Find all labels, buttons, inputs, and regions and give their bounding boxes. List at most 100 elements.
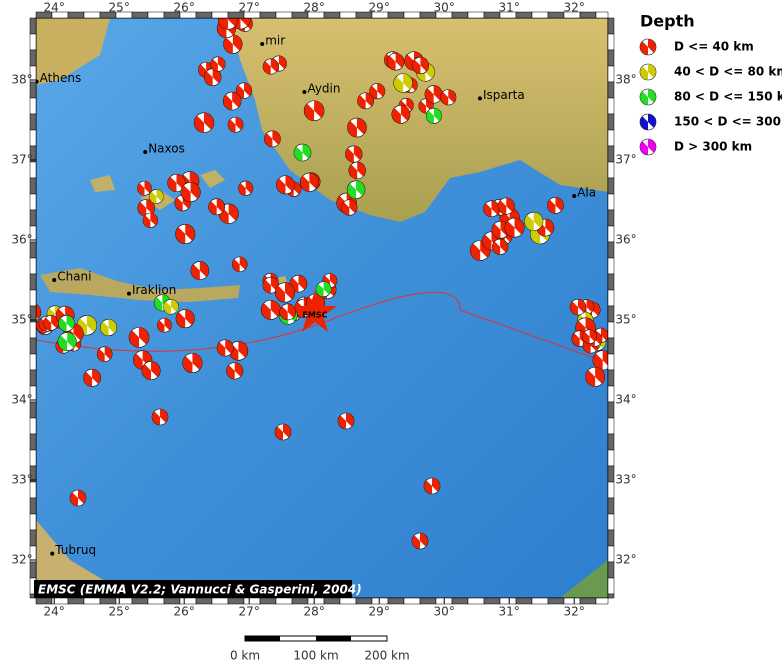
frame-segment xyxy=(607,513,615,531)
lon-label: 30° xyxy=(434,1,455,15)
ball-wedge xyxy=(70,490,86,506)
ball-wedge xyxy=(369,83,385,99)
focal-mechanism xyxy=(483,200,500,218)
frame-segment xyxy=(607,113,615,131)
ball-wedge xyxy=(640,89,656,105)
libya xyxy=(36,520,140,598)
ball-wedge xyxy=(300,173,319,192)
credit: EMSC (EMMA V2.2; Vannucci & Gasperini, 2… xyxy=(38,583,362,597)
frame-segment xyxy=(355,597,373,605)
frame-segment xyxy=(371,597,389,605)
frame-segment xyxy=(29,513,37,531)
frame-segment xyxy=(607,481,615,499)
frame-segment xyxy=(547,11,565,19)
frame-segment xyxy=(35,597,53,605)
frame-segment xyxy=(607,193,615,211)
focal-mechanism xyxy=(151,408,169,426)
map-area: EMSC Athens Naxos Chani Iraklion Tubruq Aydin… xyxy=(36,18,608,598)
lon-label: 31° xyxy=(499,1,520,15)
ball-wedge xyxy=(226,362,243,380)
focal-mechanism xyxy=(315,281,332,297)
legend-title: Depth xyxy=(640,12,695,31)
focal-mechanism xyxy=(99,318,118,337)
legend-symbol xyxy=(639,138,657,156)
focal-mechanism xyxy=(69,489,87,507)
city-label: Aydin xyxy=(307,82,340,96)
ball-wedge xyxy=(137,181,152,196)
ball-wedge xyxy=(182,353,203,373)
ball-wedge xyxy=(338,413,354,429)
ball-wedge xyxy=(264,130,281,147)
ball-wedge xyxy=(219,203,239,224)
scale-label: 200 km xyxy=(364,649,409,661)
city-dot xyxy=(126,291,131,296)
focal-mechanism xyxy=(411,56,430,75)
ball-wedge xyxy=(181,182,201,202)
legend-label: D > 300 km xyxy=(674,140,752,154)
focal-mechanism xyxy=(264,130,281,148)
ball-wedge xyxy=(210,56,226,72)
lat-label: 34° xyxy=(11,393,32,407)
ball-wedge xyxy=(263,58,279,75)
frame-segment xyxy=(607,577,615,595)
ball-wedge xyxy=(348,162,366,179)
ball-wedge xyxy=(217,339,234,357)
city-dot xyxy=(477,96,482,101)
frame-segment xyxy=(595,597,609,605)
focal-mechanism xyxy=(345,145,363,163)
city-label: Tubruq xyxy=(54,543,96,557)
lon-label: 26° xyxy=(174,1,195,15)
focal-mechanism xyxy=(386,52,405,71)
frame-segment xyxy=(607,385,615,403)
focal-mechanism xyxy=(142,212,158,228)
focal-mechanism xyxy=(149,189,164,204)
focal-mechanism xyxy=(440,89,457,106)
frame-segment xyxy=(607,273,615,291)
ball-wedge xyxy=(142,361,161,380)
ball-wedge xyxy=(505,218,524,238)
focal-mechanism xyxy=(208,198,226,216)
lat-label: 36° xyxy=(615,233,636,247)
frame-segment xyxy=(323,11,341,19)
frame-segment xyxy=(29,17,37,35)
city-label: Naxos xyxy=(148,142,185,156)
ball-wedge xyxy=(640,64,656,80)
ball-wedge xyxy=(176,309,195,328)
focal-mechanism xyxy=(163,299,179,315)
focal-mechanism xyxy=(504,217,525,238)
lon-label: 25° xyxy=(109,1,130,15)
ball-wedge xyxy=(194,112,214,133)
frame-segment xyxy=(115,597,133,605)
ball-wedge xyxy=(152,409,168,425)
ball-wedge xyxy=(492,221,510,239)
frame-segment xyxy=(607,49,615,67)
focal-mechanism xyxy=(299,172,319,192)
frame-segment xyxy=(607,225,615,243)
ball-wedge xyxy=(425,85,443,104)
focal-mechanism xyxy=(569,298,587,316)
epicenter-star xyxy=(293,290,337,332)
frame-segment xyxy=(275,597,293,605)
focal-mechanism xyxy=(592,350,608,371)
frame-segment xyxy=(29,273,37,291)
focal-mechanism xyxy=(96,346,113,362)
legend-label: 40 < D <= 80 km xyxy=(674,65,782,79)
frame-segment xyxy=(403,11,421,19)
focal-mechanism xyxy=(36,303,42,321)
city-dot xyxy=(260,42,265,46)
frame-segment xyxy=(291,597,309,605)
city-label: Athens xyxy=(40,71,82,85)
frame-segment xyxy=(243,597,261,605)
lon-label: 31° xyxy=(499,605,520,619)
frame-segment xyxy=(607,65,615,83)
frame-segment xyxy=(483,597,501,605)
frame-segment xyxy=(29,497,37,515)
ball-wedge xyxy=(492,239,508,255)
frame-segment xyxy=(531,11,549,19)
frame-segment xyxy=(607,561,615,579)
focal-mechanism xyxy=(167,173,186,193)
lon-label: 30° xyxy=(434,605,455,619)
frame-segment xyxy=(607,417,615,435)
ball-wedge xyxy=(570,299,586,315)
frame-segment xyxy=(259,597,277,605)
